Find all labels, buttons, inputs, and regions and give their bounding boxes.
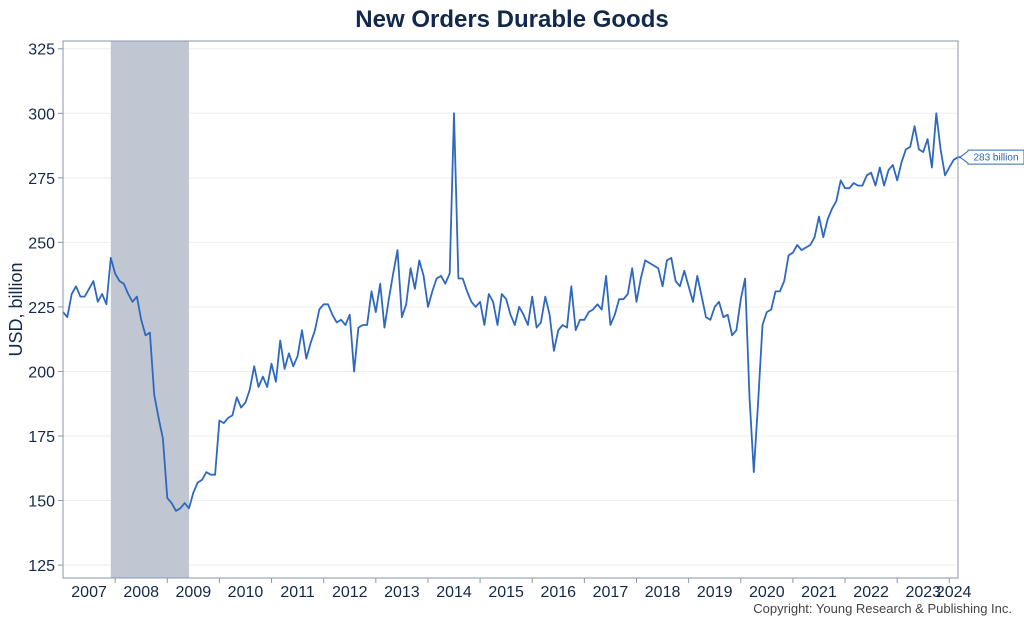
series-line [62, 112, 963, 512]
y-tick-label: 225 [28, 300, 55, 317]
last-value-callout: 283 billion [959, 149, 1024, 165]
x-tick-label: 2007 [71, 584, 107, 601]
y-tick-label: 300 [28, 106, 55, 123]
y-tick-label: 275 [28, 171, 55, 188]
x-tick-label: 2010 [228, 584, 264, 601]
x-tick-label: 2017 [593, 584, 629, 601]
y-tick-label: 175 [28, 429, 55, 446]
plot-frame [62, 40, 959, 579]
x-tick-label: 2016 [540, 584, 576, 601]
y-tick-label: 150 [28, 494, 55, 511]
y-axis: 125 150 175 200 225 250 275 300 325 [28, 42, 63, 575]
y-tick-label: 250 [28, 235, 55, 252]
x-tick-label: 2021 [801, 584, 837, 601]
x-tick-label: 2013 [384, 584, 420, 601]
recession-shading [110, 41, 189, 578]
recession-band [110, 41, 189, 578]
x-tick-label: 2012 [332, 584, 368, 601]
y-axis-title: USD, billion [6, 262, 26, 356]
x-tick-label: 2020 [749, 584, 785, 601]
callout-label: 283 billion [973, 153, 1018, 164]
y-tick-label: 325 [28, 42, 55, 59]
x-tick-label: 2015 [488, 584, 524, 601]
x-tick-label: 2009 [176, 584, 212, 601]
x-tick-label: 2014 [436, 584, 472, 601]
x-tick-label: 2019 [697, 584, 733, 601]
chart-title: New Orders Durable Goods [355, 6, 669, 33]
x-tick-label: 2023 [905, 584, 941, 601]
copyright-note: Copyright: Young Research & Publishing I… [753, 601, 1012, 616]
x-tick-label: 2011 [280, 584, 315, 601]
x-tick-label: 2022 [853, 584, 889, 601]
y-tick-label: 200 [28, 364, 55, 381]
x-tick-label: 2024 [936, 584, 972, 601]
x-axis: 2007 2008 2009 2010 2011 2012 2013 2014 2015 2016… [71, 578, 972, 601]
series-layer [62, 112, 963, 512]
gridlines [63, 48, 958, 566]
x-tick-label: 2018 [645, 584, 681, 601]
y-tick-label: 125 [28, 558, 55, 575]
callout-box [959, 149, 1024, 165]
x-tick-label: 2008 [123, 584, 159, 601]
plot-border [62, 40, 959, 579]
